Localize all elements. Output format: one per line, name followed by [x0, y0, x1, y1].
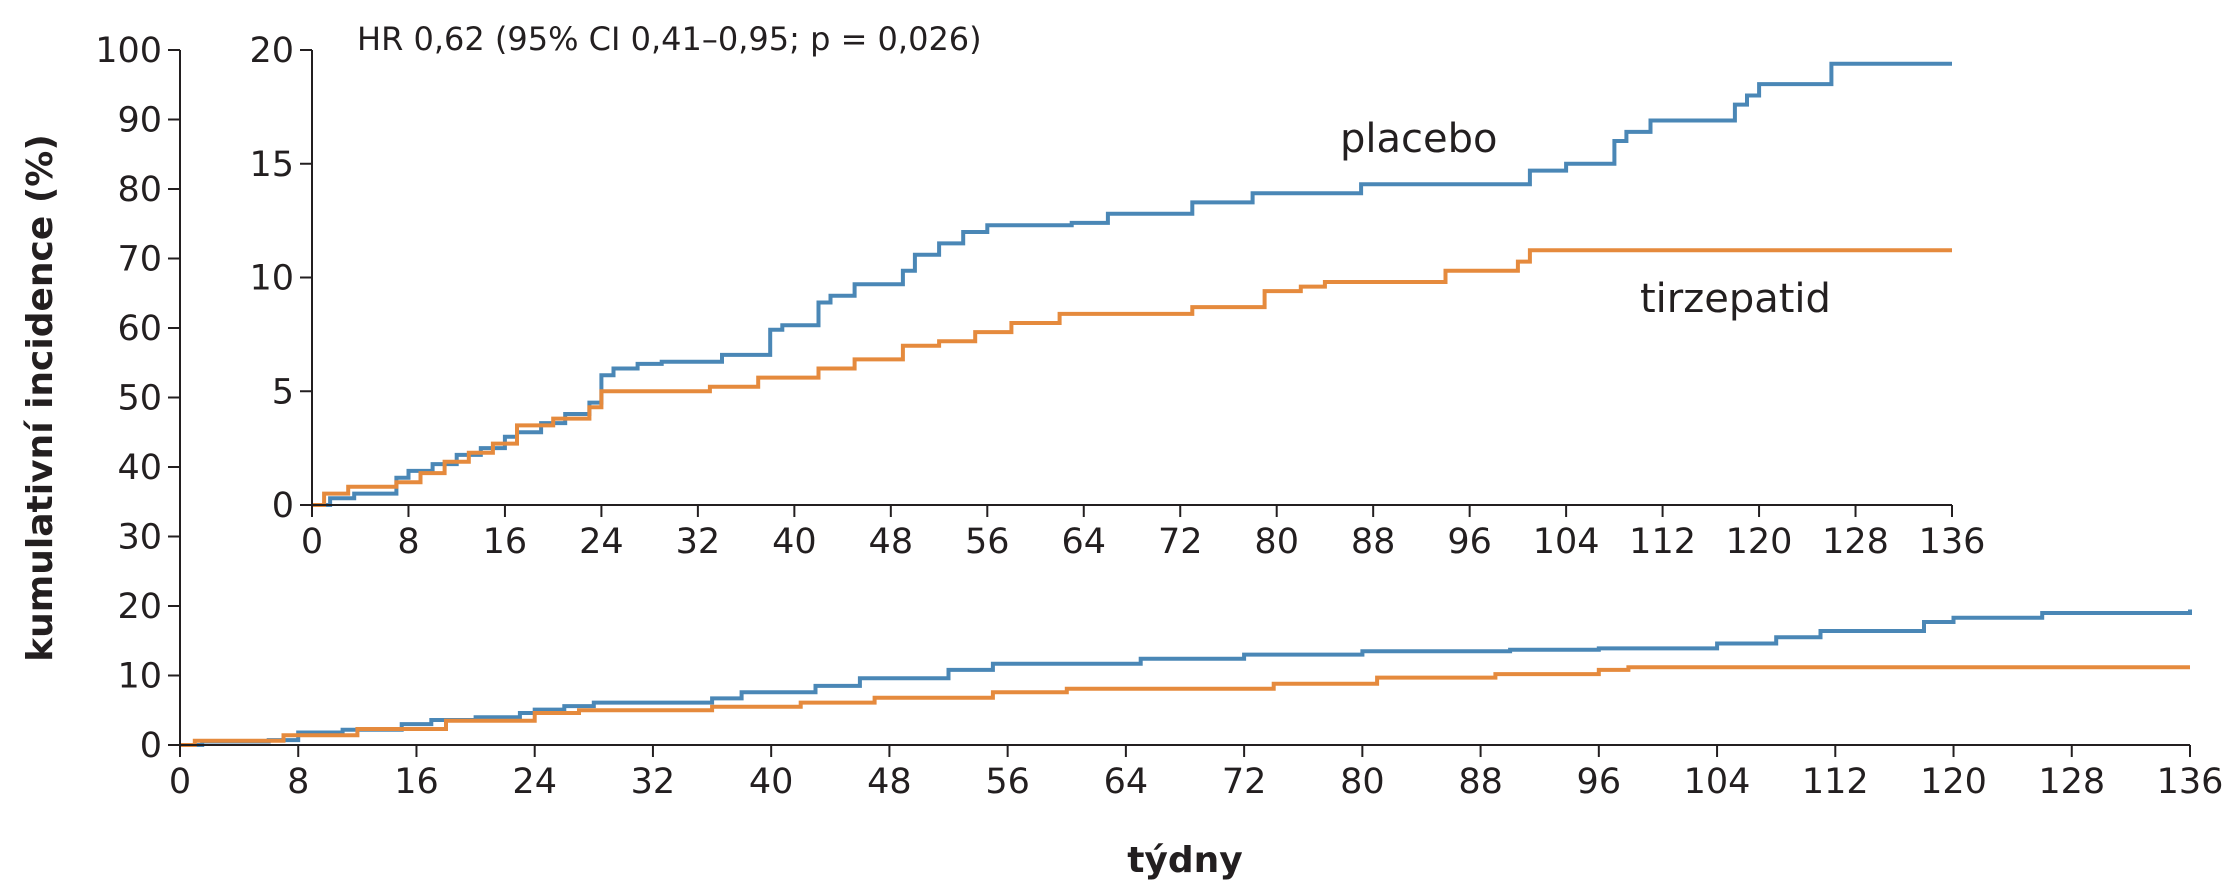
- placebo-series-label: placebo: [1340, 116, 1497, 162]
- main-y-tick-label: 60: [117, 309, 162, 349]
- main-x-tick-label: 64: [1104, 762, 1149, 802]
- main-x-tick-label: 0: [169, 762, 191, 802]
- inset-plot: 0 5 10 15 20 0 8 16 24 32 40 48 56 64 72 80 88 96 104 112 1…: [249, 20, 1985, 562]
- main-y-tick-label: 20: [117, 587, 162, 627]
- main-series-tirzepatid: [180, 665, 2190, 747]
- x-axis-title: týdny: [1127, 840, 1243, 881]
- inset-x-tick-label: 88: [1351, 522, 1396, 562]
- main-y-ticks: 0 10 20 30 40 50 60 70 80 90 100: [95, 31, 180, 766]
- inset-x-tick-label: 0: [301, 522, 323, 562]
- inset-y-tick-label: 5: [272, 372, 294, 412]
- inset-x-tick-label: 40: [772, 522, 817, 562]
- main-x-tick-label: 120: [1920, 762, 1987, 802]
- main-x-tick-label: 88: [1458, 762, 1503, 802]
- main-y-tick-label: 80: [117, 170, 162, 210]
- main-x-tick-label: 32: [631, 762, 676, 802]
- main-series-group: [180, 609, 2192, 747]
- main-y-tick-label: 40: [117, 448, 162, 488]
- main-x-tick-label: 40: [749, 762, 794, 802]
- main-x-tick-label: 104: [1684, 762, 1751, 802]
- inset-x-tick-label: 72: [1158, 522, 1203, 562]
- main-x-tick-label: 96: [1577, 762, 1622, 802]
- main-y-tick-label: 10: [117, 657, 162, 697]
- main-x-tick-label: 136: [2157, 762, 2224, 802]
- main-y-tick-label: 0: [140, 726, 162, 766]
- main-y-tick-label: 100: [95, 31, 162, 71]
- inset-y-tick-label: 10: [249, 259, 294, 299]
- main-y-tick-label: 30: [117, 518, 162, 558]
- main-x-tick-label: 72: [1222, 762, 1267, 802]
- main-x-tick-label: 24: [512, 762, 557, 802]
- main-y-tick-label: 70: [117, 240, 162, 280]
- main-x-tick-label: 128: [2038, 762, 2105, 802]
- inset-series-tirzepatid: [312, 248, 1952, 507]
- inset-y-tick-label: 0: [272, 486, 294, 526]
- inset-y-tick-label: 20: [249, 31, 294, 71]
- y-axis-title: kumulativní incidence (%): [20, 134, 61, 662]
- inset-y-tick-label: 15: [249, 145, 294, 185]
- inset-x-tick-label: 8: [397, 522, 419, 562]
- inset-series-group: [312, 61, 1952, 507]
- inset-x-tick-label: 48: [869, 522, 914, 562]
- main-x-tick-label: 56: [985, 762, 1030, 802]
- main-x-tick-label: 8: [287, 762, 309, 802]
- inset-x-tick-label: 32: [676, 522, 721, 562]
- inset-x-tick-label: 64: [1061, 522, 1106, 562]
- inset-x-tick-label: 80: [1254, 522, 1299, 562]
- inset-x-tick-label: 120: [1726, 522, 1793, 562]
- inset-x-tick-label: 56: [965, 522, 1010, 562]
- inset-x-ticks: 0 8 16 24 32 40 48 56 64 72 80 88 96 104 112 120 128 136: [301, 505, 1986, 562]
- main-x-tick-label: 16: [394, 762, 439, 802]
- inset-x-tick-label: 96: [1447, 522, 1492, 562]
- main-y-tick-label: 50: [117, 379, 162, 419]
- inset-x-tick-label: 136: [1919, 522, 1986, 562]
- inset-x-tick-label: 104: [1533, 522, 1600, 562]
- inset-y-ticks: 0 5 10 15 20: [249, 31, 312, 526]
- inset-x-tick-label: 128: [1822, 522, 1889, 562]
- main-x-tick-label: 80: [1340, 762, 1385, 802]
- inset-background: [308, 20, 1978, 507]
- inset-x-tick-label: 24: [579, 522, 624, 562]
- main-x-tick-label: 48: [867, 762, 912, 802]
- main-y-tick-label: 90: [117, 101, 162, 141]
- inset-x-tick-label: 16: [483, 522, 528, 562]
- inset-x-tick-label: 112: [1629, 522, 1696, 562]
- main-series-placebo: [180, 609, 2192, 747]
- hazard-ratio-annotation: HR 0,62 (95% CI 0,41–0,95; p = 0,026): [357, 20, 982, 58]
- main-x-ticks: 0 8 16 24 32 40 48 56 64 72 80 88 96 104 112 120 128 136: [169, 745, 2224, 802]
- tirzepatid-series-label: tirzepatid: [1640, 276, 1831, 322]
- main-x-tick-label: 112: [1802, 762, 1869, 802]
